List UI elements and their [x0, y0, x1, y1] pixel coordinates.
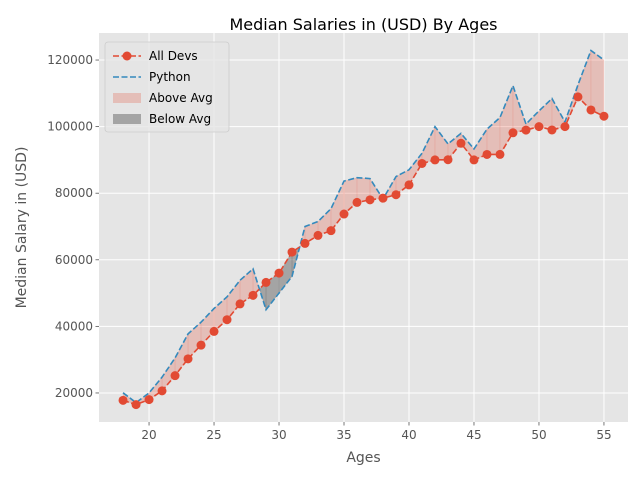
data-point-all-devs: [430, 155, 440, 165]
data-point-all-devs: [495, 149, 505, 159]
chart-title: Median Salaries in (USD) By Ages: [229, 15, 497, 34]
y-tick-label: 120000: [47, 53, 93, 67]
data-point-all-devs: [274, 268, 284, 278]
legend-label: Python: [149, 70, 191, 84]
legend-label: Above Avg: [149, 91, 213, 105]
y-axis-label: Median Salary in (USD): [14, 147, 30, 309]
x-tick-label: 50: [531, 428, 546, 442]
data-point-all-devs: [170, 371, 180, 381]
data-point-all-devs: [599, 111, 609, 121]
x-axis-label: Ages: [346, 450, 380, 466]
data-point-all-devs: [157, 386, 167, 396]
data-point-all-devs: [391, 190, 401, 200]
axis-ticks: 20 25 30 35 40 45 50 55 20000 40000 60000 80000 1000…: [47, 53, 611, 442]
x-tick-label: 45: [466, 428, 481, 442]
data-point-all-devs: [547, 125, 557, 135]
data-point-all-devs: [534, 122, 544, 132]
data-point-all-devs: [300, 238, 310, 248]
y-tick-label: 60000: [55, 253, 93, 267]
data-point-all-devs: [378, 193, 388, 203]
data-point-all-devs: [222, 315, 232, 325]
y-tick-label: 80000: [55, 186, 93, 200]
y-tick-label: 40000: [55, 319, 93, 333]
data-point-all-devs: [560, 122, 570, 132]
legend-entry-python: Python: [113, 70, 191, 84]
data-point-all-devs: [118, 395, 128, 405]
data-point-all-devs: [196, 340, 206, 350]
series-line-python: [122, 49, 605, 404]
x-tick-label: 20: [141, 428, 156, 442]
data-point-all-devs: [261, 277, 271, 287]
y-tick-label: 20000: [55, 386, 93, 400]
x-tick-label: 40: [401, 428, 416, 442]
legend-label: All Devs: [149, 49, 198, 63]
data-point-all-devs: [586, 105, 596, 115]
x-tick-label: 55: [596, 428, 611, 442]
data-point-all-devs: [508, 128, 518, 138]
grid: [99, 33, 628, 422]
legend-entry-below-avg: Below Avg: [113, 112, 211, 126]
data-point-all-devs: [456, 138, 466, 148]
legend: All Devs Python Above Avg Below Avg: [104, 41, 230, 133]
x-tick-label: 25: [206, 428, 221, 442]
data-point-all-devs: [443, 155, 453, 165]
data-point-all-devs: [404, 180, 414, 190]
data-point-all-devs: [365, 195, 375, 205]
legend-entry-above-avg: Above Avg: [113, 91, 213, 105]
data-point-all-devs: [131, 400, 141, 410]
legend-box: [104, 41, 230, 133]
legend-patch: [113, 93, 141, 103]
data-point-all-devs: [144, 395, 154, 405]
data-point-all-devs: [287, 247, 297, 257]
data-point-all-devs: [352, 197, 362, 207]
x-tick-label: 35: [336, 428, 351, 442]
data-point-all-devs: [209, 326, 219, 336]
data-point-all-devs: [248, 290, 258, 300]
data-point-all-devs: [313, 230, 323, 240]
y-tick-label: 100000: [47, 120, 93, 134]
legend-marker: [122, 51, 132, 61]
data-point-all-devs: [521, 125, 531, 135]
legend-entry-all-devs: All Devs: [113, 49, 198, 63]
x-tick-label: 30: [271, 428, 286, 442]
data-point-all-devs: [326, 226, 336, 236]
data-point-all-devs: [469, 155, 479, 165]
data-point-all-devs: [417, 158, 427, 168]
data-point-all-devs: [482, 149, 492, 159]
data-point-all-devs: [573, 92, 583, 102]
legend-patch: [113, 114, 141, 124]
series-markers: [118, 92, 609, 410]
data-point-all-devs: [235, 299, 245, 309]
legend-label: Below Avg: [149, 112, 211, 126]
data-point-all-devs: [339, 209, 349, 219]
data-point-all-devs: [183, 354, 193, 364]
